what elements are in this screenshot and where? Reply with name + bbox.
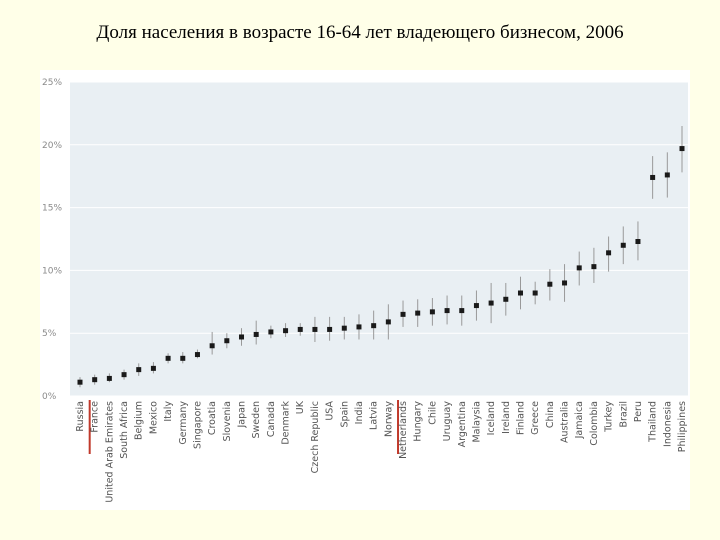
category-label: Canada bbox=[266, 401, 277, 437]
data-point bbox=[268, 329, 274, 335]
category-label: Turkey bbox=[604, 401, 615, 433]
y-tick-label: 25% bbox=[42, 78, 62, 88]
data-point bbox=[106, 375, 112, 381]
category-label: Chile bbox=[427, 401, 438, 425]
gridlines bbox=[70, 81, 688, 397]
category-label: Czech Republic bbox=[310, 401, 321, 473]
data-point bbox=[576, 265, 582, 271]
category-label: China bbox=[545, 401, 556, 428]
category-label: Slovenia bbox=[222, 401, 233, 441]
data-point bbox=[532, 290, 538, 296]
y-axis-ticks: 0% 5% 10% 15% 20% 25% bbox=[42, 78, 62, 402]
category-label: Brazil bbox=[618, 401, 629, 428]
category-label: Thailand bbox=[648, 401, 659, 443]
category-label: Russia bbox=[75, 401, 86, 432]
category-label: UK bbox=[295, 400, 306, 414]
data-point bbox=[562, 280, 568, 286]
data-point bbox=[180, 355, 186, 361]
category-label: Japan bbox=[237, 401, 248, 429]
category-label: Argentina bbox=[457, 401, 468, 447]
data-point bbox=[77, 379, 83, 385]
data-point bbox=[371, 323, 377, 329]
category-label: Colombia bbox=[589, 401, 600, 446]
category-label: India bbox=[354, 401, 365, 424]
category-label: Iceland bbox=[486, 401, 497, 435]
category-label: France bbox=[90, 401, 101, 433]
category-label: Uruguay bbox=[442, 401, 453, 442]
data-point bbox=[341, 325, 347, 331]
data-point bbox=[635, 239, 641, 245]
data-point bbox=[194, 352, 200, 358]
data-point bbox=[444, 308, 450, 314]
data-point bbox=[385, 319, 391, 325]
category-label: Philippines bbox=[677, 401, 688, 452]
y-tick-label: 0% bbox=[42, 392, 57, 402]
category-label: Peru bbox=[633, 401, 644, 422]
y-tick-label: 10% bbox=[42, 266, 62, 276]
category-label: Greece bbox=[530, 401, 541, 435]
category-label: South Africa bbox=[119, 401, 130, 459]
category-label: Netherlands bbox=[398, 401, 409, 459]
category-label: Spain bbox=[339, 401, 350, 428]
y-tick-label: 20% bbox=[42, 141, 62, 151]
x-axis-categories: Russia France United Arab Emirates South Af… bbox=[75, 400, 688, 503]
data-point bbox=[429, 309, 435, 315]
category-label: Belgium bbox=[134, 401, 145, 440]
data-points bbox=[77, 146, 685, 385]
category-label: Ireland bbox=[501, 401, 512, 434]
data-point bbox=[121, 372, 127, 378]
data-point bbox=[209, 343, 215, 349]
data-point bbox=[312, 326, 318, 332]
category-label: Norway bbox=[383, 401, 394, 437]
category-label: Croatia bbox=[207, 401, 218, 435]
category-label: USA bbox=[325, 401, 336, 421]
chart-panel: 0% 5% 10% 15% 20% 25% Russia France United Arab… bbox=[40, 70, 690, 510]
data-point bbox=[620, 242, 626, 248]
data-point bbox=[503, 296, 509, 302]
category-label: Denmark bbox=[281, 401, 292, 445]
data-point bbox=[415, 310, 421, 316]
category-label: Jamaica bbox=[574, 401, 585, 439]
data-point bbox=[356, 324, 362, 330]
y-tick-label: 5% bbox=[42, 329, 57, 339]
data-point bbox=[459, 308, 465, 314]
category-label: Hungary bbox=[413, 401, 424, 442]
data-point bbox=[165, 355, 171, 361]
data-point bbox=[488, 300, 494, 306]
data-point bbox=[606, 250, 612, 256]
category-label: Sweden bbox=[251, 401, 262, 439]
data-point bbox=[591, 264, 597, 270]
category-label: Italy bbox=[163, 401, 174, 422]
data-point bbox=[150, 365, 156, 371]
category-label: Indonesia bbox=[662, 401, 673, 447]
data-point bbox=[473, 303, 479, 309]
category-label: Latvia bbox=[369, 401, 380, 430]
category-label: Australia bbox=[560, 401, 571, 443]
data-point bbox=[679, 146, 685, 152]
category-label: Malaysia bbox=[471, 401, 482, 443]
category-label: Germany bbox=[178, 401, 189, 445]
category-label: Mexico bbox=[148, 401, 159, 434]
data-point bbox=[283, 328, 289, 334]
data-point bbox=[664, 172, 670, 178]
data-point bbox=[547, 281, 553, 287]
data-point bbox=[650, 174, 656, 180]
data-point bbox=[224, 338, 230, 344]
data-point bbox=[239, 334, 245, 340]
data-point bbox=[400, 311, 406, 317]
category-label: Finland bbox=[515, 401, 526, 435]
data-point bbox=[517, 290, 523, 296]
chart-svg: 0% 5% 10% 15% 20% 25% Russia France United Arab… bbox=[42, 78, 688, 503]
data-point bbox=[92, 377, 98, 383]
data-point bbox=[297, 326, 303, 332]
category-label: United Arab Emirates bbox=[104, 401, 115, 503]
y-tick-label: 15% bbox=[42, 204, 62, 214]
category-label: Singapore bbox=[192, 401, 203, 449]
data-point bbox=[253, 331, 259, 337]
data-point bbox=[327, 326, 333, 332]
slide-title: Доля населения в возрасте 16-64 лет влад… bbox=[96, 22, 624, 43]
plot-area bbox=[70, 82, 688, 396]
data-point bbox=[136, 367, 142, 373]
